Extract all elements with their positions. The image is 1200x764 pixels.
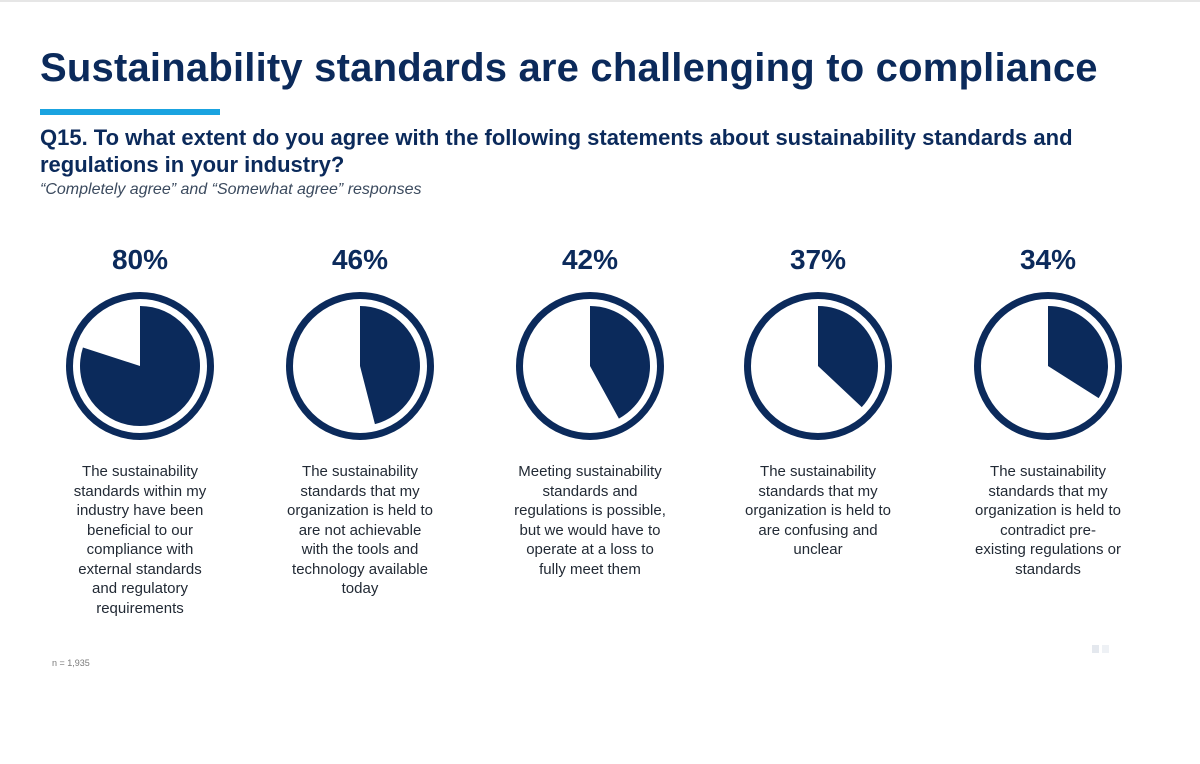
statement-label-line: with the tools and xyxy=(301,541,419,558)
statement-label-line: operate at a loss to xyxy=(526,541,654,558)
statement-label-line: but we would have to xyxy=(519,521,661,539)
statement-label-line: industry have been xyxy=(76,502,204,519)
percentage-label: 46% xyxy=(331,244,389,275)
statement-label-line: The sustainability xyxy=(760,463,876,480)
pie-item: 80% The sustainability standards within my… xyxy=(40,240,240,618)
statement-label: Meeting sustainability standards and regul… xyxy=(490,462,690,579)
statement-label-line: external standards xyxy=(78,560,202,578)
pie-chart xyxy=(974,292,1122,440)
pie-slice xyxy=(360,306,420,425)
percentage-label: 42% xyxy=(561,244,619,275)
statement-label-line: compliance with xyxy=(86,541,194,558)
pie-item: 37% The sustainability standards that my or… xyxy=(718,240,918,560)
statement-label-line: are not achievable xyxy=(298,521,422,539)
statement-label-line: standards xyxy=(1015,560,1081,578)
statement-label-line: standards and xyxy=(542,482,638,500)
statement-label-line: standards that my xyxy=(300,482,420,500)
statement-label-line: The sustainability xyxy=(990,463,1106,480)
sample-size-note: n = 1,935 xyxy=(52,658,90,668)
pie-slice xyxy=(818,306,878,408)
statement-label-line: technology available xyxy=(292,560,428,578)
pie-chart xyxy=(516,292,664,440)
statement-label-line: Meeting sustainability xyxy=(518,463,662,480)
statement-label-line: are confusing and xyxy=(758,521,878,539)
statement-label-line: organization is held to xyxy=(975,502,1121,519)
pie-slice xyxy=(80,306,201,426)
pie-slice xyxy=(590,306,651,419)
pie-item: 34% The sustainability standards that my or… xyxy=(948,240,1148,579)
statement-label-line: existing regulations or xyxy=(975,541,1121,558)
statement-label-line: requirements xyxy=(96,599,184,617)
percentage-label: 34% xyxy=(1019,244,1077,275)
statement-label-line: and regulatory xyxy=(92,580,188,597)
statement-label-line: standards that my xyxy=(988,482,1108,500)
statement-label: The sustainability standards within my ind… xyxy=(40,462,240,618)
statement-label-line: regulations is possible, xyxy=(514,502,666,519)
page-title: Sustainability standards are challenging… xyxy=(40,46,1098,90)
pie-chart xyxy=(66,292,214,440)
statement-label-line: fully meet them xyxy=(539,560,641,578)
pie-slice xyxy=(1048,306,1109,399)
statement-label-line: organization is held to xyxy=(287,502,433,519)
statement-label-line: beneficial to our xyxy=(87,521,193,539)
statement-label-line: contradict pre- xyxy=(1000,521,1096,539)
pie-chart-row: 80% The sustainability standards within my… xyxy=(55,240,1185,620)
statement-label-line: standards within my xyxy=(73,482,207,500)
survey-question: Q15. To what extent do you agree with th… xyxy=(40,125,1073,177)
title-accent-bar xyxy=(40,109,220,115)
statement-label: The sustainability standards that my organ… xyxy=(260,462,460,599)
percentage-label: 37% xyxy=(789,244,847,275)
pie-item: 46% The sustainability standards that my or… xyxy=(260,240,460,599)
statement-label-line: The sustainability xyxy=(302,463,418,480)
top-divider xyxy=(0,0,1200,2)
statement-label-line: unclear xyxy=(793,541,843,558)
statement-label-line: today xyxy=(341,580,379,597)
corner-watermark-icon xyxy=(1092,645,1109,653)
percentage-label: 80% xyxy=(111,244,169,275)
statement-label: The sustainability standards that my organ… xyxy=(718,462,918,560)
statement-label-line: standards that my xyxy=(758,482,878,500)
pie-chart xyxy=(744,292,892,440)
response-subtitle: “Completely agree” and “Somewhat agree” … xyxy=(40,181,422,198)
statement-label: The sustainability standards that my organ… xyxy=(948,462,1148,579)
statement-label-line: The sustainability xyxy=(82,463,198,480)
statement-label-line: organization is held to xyxy=(745,502,891,519)
pie-item: 42% Meeting sustainability standards and re… xyxy=(490,240,690,579)
pie-chart xyxy=(286,292,434,440)
